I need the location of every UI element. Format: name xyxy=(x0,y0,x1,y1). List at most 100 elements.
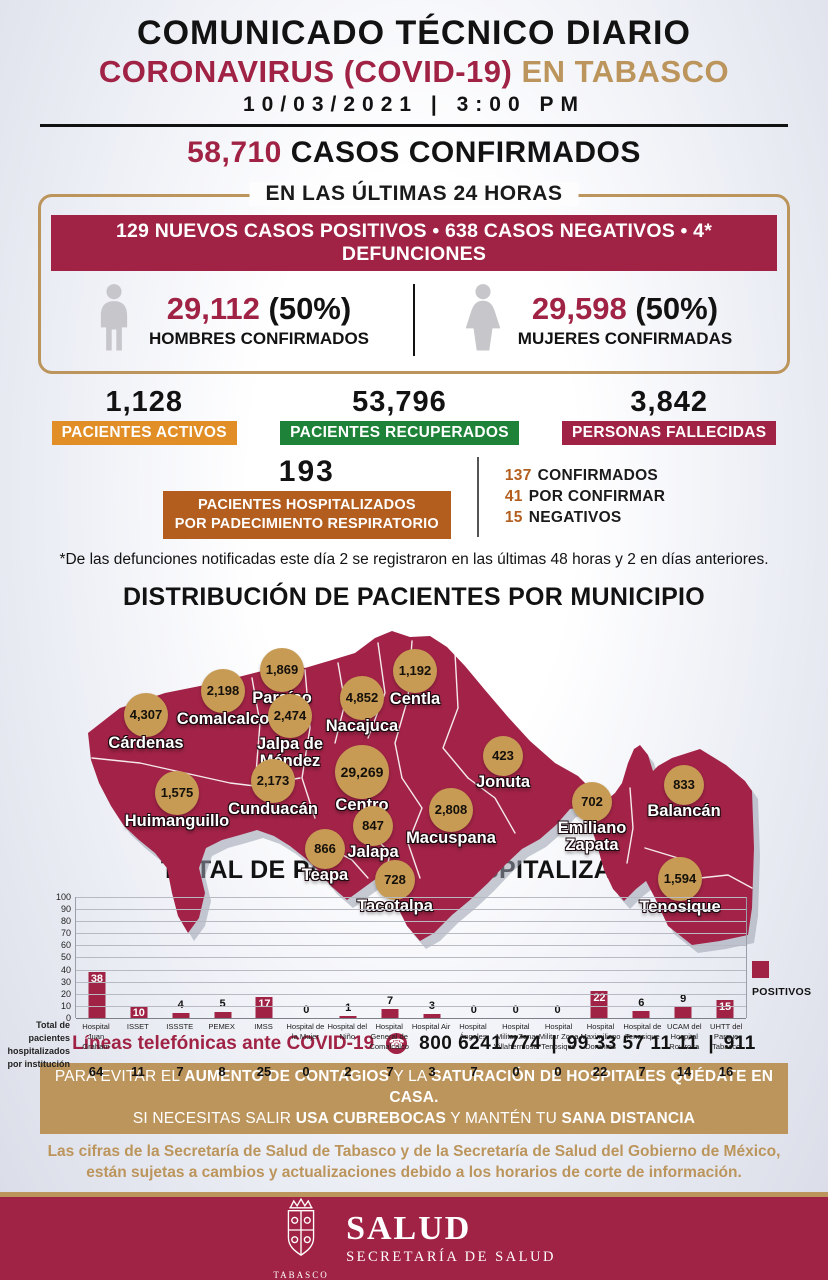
map-label-huimanguillo: Huimanguillo xyxy=(124,811,230,830)
map-label-comalcalco: Comalcalco xyxy=(176,709,270,728)
ytick-20: 20 xyxy=(60,988,71,999)
chart-category-13: Hospital de Tenosique xyxy=(623,1021,662,1042)
stay-home-banner: PARA EVITAR EL AUMENTO DE CONTAGIOS Y LA… xyxy=(40,1062,788,1134)
chart-bar-col-1: 10 xyxy=(118,897,160,1019)
chart-category-10: Hospital Militar Zona Villahermosa xyxy=(493,1021,538,1052)
chart-bar-col-14: 9 xyxy=(662,897,704,1018)
chart-category-8: Hospital Air xyxy=(411,1021,451,1031)
confirmed-total-label: CASOS CONFIRMADOS xyxy=(281,136,641,169)
status-card-value: 1,128 xyxy=(105,386,184,418)
stay-home-line2: SI NECESITAS SALIR USA CUBREBOCAS Y MANT… xyxy=(46,1109,782,1130)
bar-value: 7 xyxy=(387,995,394,1008)
chart-category-11: Hospital Militar Zona Tenosique xyxy=(538,1021,579,1052)
chart-bar-col-10: 0 xyxy=(495,897,537,1018)
report-datetime: 10/03/2021 | 3:00 PM xyxy=(242,93,585,116)
tabasco-map: 4,307Cárdenas2,198Comalcalco1,869Paraíso… xyxy=(0,618,828,953)
map-marker-jonuta: 423 xyxy=(483,735,523,776)
legend-positivos-label: POSITIVOS xyxy=(752,985,812,998)
map-label-macuspana: Macuspana xyxy=(406,828,496,847)
bar-3 xyxy=(214,1011,232,1018)
map-label-cárdenas: Cárdenas xyxy=(108,733,184,752)
women-stat: 29,598 (50%) MUJERES CONFIRMADAS xyxy=(415,279,779,361)
bar-6 xyxy=(339,1015,357,1018)
gender-stats: 29,112 (50%) HOMBRES CONFIRMADOS 29,598 … xyxy=(49,279,779,361)
status-card-badge: PACIENTES RECUPERADOS xyxy=(280,421,519,445)
chart-category-12: Hospital Maximiliano Dorantes xyxy=(580,1021,621,1052)
bar-value: 22 xyxy=(593,992,606,1005)
hospitalized-breakdown-row-0: 137 CONFIRMADOS xyxy=(505,467,665,485)
salud-wordmark: SALUD xyxy=(346,1210,472,1248)
gridline-100 xyxy=(76,896,746,898)
breakdown-value: 137 xyxy=(504,466,532,484)
men-stat-text: 29,112 (50%) HOMBRES CONFIRMADOS xyxy=(149,291,369,349)
hospitalized-summary: 193 PACIENTES HOSPITALIZADOS POR PADECIM… xyxy=(162,455,451,539)
banner-segment: Y MANTÉN TU xyxy=(446,1109,562,1127)
chart-total-9: 7 xyxy=(470,1063,478,1079)
map-marker-balancán: 833 xyxy=(664,764,704,805)
phone-separator: | xyxy=(708,1032,714,1054)
bar-8 xyxy=(423,1014,441,1018)
chart-bar-col-2: 4 xyxy=(160,897,202,1018)
chart-total-8: 3 xyxy=(428,1063,436,1079)
chart-category-14: UCAM del Hospital Rovirosa xyxy=(666,1021,702,1052)
map-label-balancán: Balancán xyxy=(647,801,721,820)
chart-category-4: IMSS xyxy=(254,1021,273,1031)
map-marker-cárdenas: 4,307 xyxy=(124,692,168,737)
tabasco-coat-of-arms: TABASCO xyxy=(272,1197,330,1280)
bar-12: 22 xyxy=(590,991,608,1018)
chart-category-labels: Hospital Juan Graham ISSET ISSSTE PEMEX IMSS… xyxy=(75,1022,747,1053)
map-marker-tacotalpa: 728 xyxy=(375,859,415,900)
map-marker-nacajuca: 4,852 xyxy=(340,675,384,720)
ytick-80: 80 xyxy=(60,916,71,927)
gridline-20 xyxy=(76,993,746,995)
coat-of-arms-icon xyxy=(287,1197,315,1256)
gridline-10 xyxy=(76,1005,746,1007)
gridline-0 xyxy=(76,1017,746,1019)
status-card-0: 1,128 PACIENTES ACTIVOS xyxy=(51,386,237,445)
chart-bar-col-13: 6 xyxy=(620,897,662,1018)
chart-category-7: Hospital General de Comalcalco xyxy=(369,1021,410,1052)
gridline-60 xyxy=(76,945,746,947)
ytick-90: 90 xyxy=(60,904,71,915)
women-value: 29,598 xyxy=(531,291,627,326)
bar-value: 38 xyxy=(90,972,104,985)
map-title: DISTRIBUCIÓN DE PACIENTES POR MUNICIPIO xyxy=(122,582,706,611)
chart-total-1: 11 xyxy=(131,1063,145,1079)
chart-bar-col-4: 17 xyxy=(244,897,286,1018)
chart-category-0: Hospital Juan Graham xyxy=(82,1021,110,1052)
map-marker-paraíso: 1,869 xyxy=(260,647,304,692)
chart-total-13: 7 xyxy=(638,1063,646,1079)
map-marker-teapa: 866 xyxy=(305,828,345,869)
phone-numbers: 800 6241 774 | 99 33 57 11 11 | 911 xyxy=(419,1033,756,1055)
bar-15: 15 xyxy=(716,999,734,1018)
last-24h-title: EN LAS ÚLTIMAS 24 HORAS xyxy=(249,182,579,206)
map-marker-cunduacán: 2,173 xyxy=(251,758,295,803)
chart-totals-row: 64 11 7 8 25 0 2 7 3 7 0 0 22 7 14 16 xyxy=(75,1064,747,1079)
chart-total-12: 22 xyxy=(592,1063,608,1079)
ytick-70: 70 xyxy=(60,928,71,939)
gridline-30 xyxy=(76,981,746,983)
map-marker-comalcalco: 2,198 xyxy=(201,668,245,713)
men-label: HOMBRES CONFIRMADOS xyxy=(148,329,370,348)
chart-total-5: 0 xyxy=(302,1063,310,1079)
page-subtitle: CORONAVIRUS (COVID-19) EN TABASCO xyxy=(0,54,828,90)
chart-total-7: 7 xyxy=(386,1063,394,1079)
new-cases-banner: 129 NUEVOS CASOS POSITIVOS • 638 CASOS N… xyxy=(51,215,777,271)
gridline-70 xyxy=(76,933,746,935)
map-marker-huimanguillo: 1,575 xyxy=(155,770,199,815)
hospitalized-divider xyxy=(476,456,479,537)
bar-value: 9 xyxy=(680,993,687,1006)
ytick-100: 100 xyxy=(55,891,71,902)
banner-segment: USA CUBREBOCAS xyxy=(295,1109,447,1127)
stay-home-line1: PARA EVITAR EL AUMENTO DE CONTAGIOS Y LA… xyxy=(46,1067,782,1109)
ytick-0: 0 xyxy=(65,1012,71,1023)
legend-positivos-swatch xyxy=(752,960,769,978)
chart-axis-left-label: Total de pacientes hospitalizados por in… xyxy=(7,1019,70,1070)
phone-number-2: 911 xyxy=(723,1032,756,1054)
ytick-40: 40 xyxy=(60,964,71,975)
chart-total-4: 25 xyxy=(256,1063,272,1079)
breakdown-label: CONFIRMADOS xyxy=(537,466,659,484)
gridline-40 xyxy=(76,969,746,971)
chart-bar-col-9: 0 xyxy=(453,897,495,1018)
